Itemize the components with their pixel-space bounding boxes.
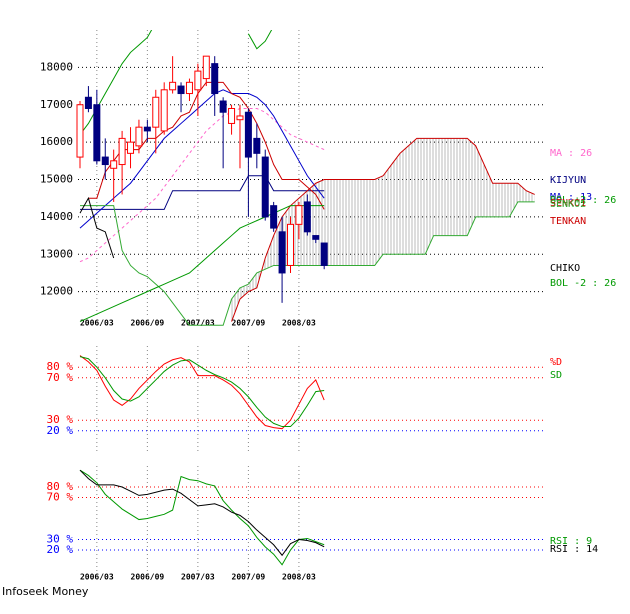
panel: 12000 13000 14000 15000 16000 17000 18000 2006/… [40, 30, 616, 328]
legend-label: RSI : 9 [550, 536, 592, 547]
candle-body [278, 231, 286, 274]
series-line [79, 469, 325, 557]
legend-label: CHIKO [550, 263, 580, 274]
x-tick-label: 2006/03 [80, 319, 114, 328]
candle-body [303, 201, 311, 233]
legend-label: TENKAN [550, 216, 586, 227]
candle-body [287, 223, 294, 266]
y-tick-label: 80 % [47, 360, 74, 373]
series-line [79, 205, 325, 322]
y-tick-label: 12000 [40, 285, 73, 298]
x-tick-label: 2008/03 [282, 319, 316, 328]
candle-body [194, 70, 202, 91]
plot-area [76, 30, 535, 326]
legend-label: %D [550, 357, 562, 368]
series-line [79, 469, 325, 566]
series-line [79, 107, 325, 263]
candle-body [143, 126, 151, 132]
candle-body [84, 96, 92, 109]
y-tick-label: 17000 [40, 98, 73, 111]
y-tick-label: 70 % [47, 371, 74, 384]
candle-body [211, 63, 219, 95]
legend-label: RSI : 14 [550, 544, 598, 555]
y-tick-label: 80 % [47, 480, 74, 493]
x-tick-label: 2006/09 [131, 573, 165, 582]
cloud [231, 138, 535, 322]
candle-body [236, 115, 244, 121]
candle-body [228, 107, 236, 124]
series-line [80, 175, 325, 210]
legend-label: SENKO1 [550, 198, 586, 209]
candle-body [270, 205, 278, 229]
y-tick-label: 30 % [47, 533, 74, 546]
x-tick-label: 2006/09 [131, 319, 165, 328]
legend-label: SENKO2 [550, 199, 586, 210]
x-tick-label: 2007/03 [181, 573, 215, 582]
plot-area [79, 469, 325, 566]
footer: Infoseek Money [2, 585, 89, 598]
legend-label: SD [550, 370, 562, 381]
plot-area [79, 355, 325, 430]
candle-body [219, 100, 227, 113]
candle-body [76, 104, 84, 158]
series-line [80, 201, 535, 326]
legend-label: MA : 26 [550, 148, 592, 159]
x-tick-label: 2006/03 [80, 573, 114, 582]
series-line [79, 356, 325, 428]
series-line [247, 30, 273, 50]
candle-body [93, 104, 101, 162]
series-line [79, 196, 115, 259]
candle-body [160, 89, 168, 132]
x-tick-label: 2007/09 [232, 573, 266, 582]
candle-body [320, 242, 328, 266]
candle-body [261, 156, 269, 218]
y-tick-label: 18000 [40, 60, 73, 73]
series-line [79, 89, 325, 229]
candle-body [253, 137, 261, 154]
legend-label: BOL -2 : 26 [550, 278, 616, 289]
series-line [79, 355, 325, 430]
candle-body [169, 81, 177, 91]
candle-body [185, 81, 193, 95]
candle-body [118, 137, 126, 166]
y-tick-label: 70 % [47, 491, 74, 504]
y-tick-label: 14000 [40, 210, 73, 223]
candle-body [127, 141, 135, 154]
candle-body [101, 156, 109, 166]
legend-label: MA : 13 [550, 192, 592, 203]
y-tick-label: 20 % [47, 424, 74, 437]
candle-body [177, 85, 185, 95]
x-tick-label: 2007/03 [181, 319, 215, 328]
legend-label: BOL +2 : 26 [550, 195, 616, 206]
candle-body [202, 55, 210, 80]
candle-body [312, 235, 320, 240]
candle-body [110, 160, 118, 169]
y-tick-label: 20 % [47, 543, 74, 556]
x-tick-label: 2008/03 [282, 573, 316, 582]
y-tick-label: 15000 [40, 173, 73, 186]
candle-body [244, 111, 252, 158]
x-tick-label: 2007/09 [232, 319, 266, 328]
candle-body [135, 126, 143, 147]
y-tick-label: 16000 [40, 135, 73, 148]
panel: 80 %70 % 30 %20 % 2006/03 2006/09 2007/03 200… [47, 466, 598, 582]
candle-body [152, 96, 160, 128]
series-line [79, 30, 153, 135]
candle-body [295, 205, 303, 225]
legend-label: KIJYUN [550, 175, 586, 186]
y-tick-label: 30 % [47, 413, 74, 426]
y-tick-label: 13000 [40, 247, 73, 260]
panel: 80 %70 % 30 %20 % %D SD [47, 346, 562, 452]
